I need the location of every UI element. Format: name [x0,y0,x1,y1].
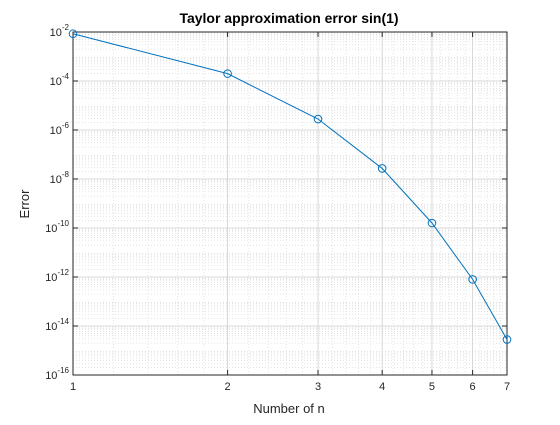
data-point-marker [427,218,437,228]
minor-grid [73,32,507,375]
y-tick-label: 10-2 [50,23,70,39]
x-tick-label: 1 [70,381,76,393]
data-point-marker [502,335,512,344]
y-tick-exponent: -12 [57,268,69,277]
x-tick-labels: 1 2 3 4 5 6 7 [70,381,510,393]
major-grid [72,31,508,376]
y-tick-exponent: -4 [62,72,70,81]
data-point-marker [377,164,387,173]
y-tick-exponent: -6 [62,121,70,130]
x-tick-label: 3 [315,381,321,393]
data-point-marker [68,29,78,39]
plot-area [72,31,508,376]
y-tick-base: 10 [45,223,57,235]
x-tick-label: 7 [504,381,510,393]
y-tick-base: 10 [50,174,62,186]
x-tick-label: 5 [429,381,435,393]
y-tick-label: 10-6 [50,121,70,137]
x-axis-label: Number of n [253,401,325,416]
y-tick-label: 10-8 [50,170,70,186]
x-tick-label: 6 [470,381,476,393]
chart-title: Taylor approximation error sin(1) [179,10,398,26]
y-tick-base: 10 [50,125,62,137]
axis-ticks [72,31,508,376]
y-tick-base: 10 [45,321,57,333]
y-tick-exponent: -2 [62,23,70,32]
y-tick-base: 10 [50,27,62,39]
series-line [72,33,508,340]
y-tick-exponent: -10 [57,219,69,228]
y-tick-exponent: -16 [57,366,69,375]
data-point-marker [223,69,232,78]
y-tick-exponent: -8 [62,170,70,179]
y-tick-base: 10 [45,370,57,382]
x-tick-label: 2 [225,381,231,393]
y-tick-base: 10 [50,76,62,88]
y-axis-label: Error [17,189,32,219]
y-tick-label: 10-12 [45,268,69,284]
y-tick-label: 10-4 [50,72,70,88]
y-tick-label: 10-16 [45,366,69,382]
x-tick-label: 4 [379,381,385,393]
y-tick-exponent: -14 [57,317,69,326]
series-layer [68,29,512,344]
data-point-marker [468,275,477,284]
y-tick-base: 10 [45,272,57,284]
data-point-marker [313,114,323,124]
y-tick-label: 10-10 [45,219,69,235]
y-tick-label: 10-14 [45,317,69,333]
